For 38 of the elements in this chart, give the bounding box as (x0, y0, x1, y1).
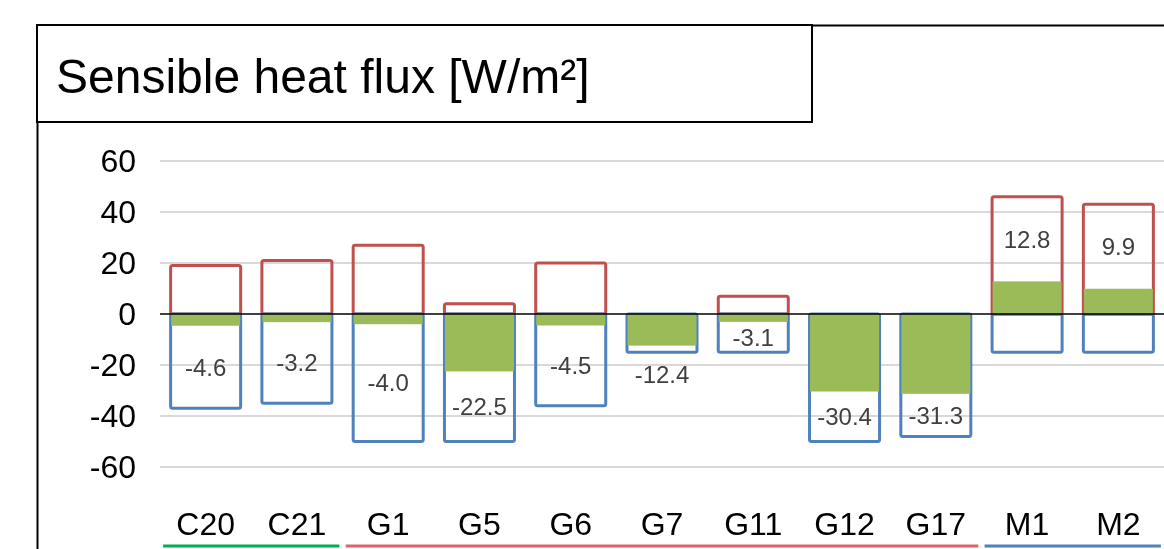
y-tick-label: -60 (89, 449, 136, 485)
x-tick-label: C21 (267, 506, 327, 542)
y-tick-label: 40 (100, 194, 136, 230)
data-label: -3.1 (732, 323, 774, 351)
data-label: 12.8 (1003, 225, 1051, 253)
data-label: -4.6 (184, 353, 227, 381)
data-label: -22.5 (452, 392, 507, 420)
bar (901, 314, 971, 394)
bar (444, 314, 514, 372)
x-tick-label: C20 (176, 506, 235, 542)
x-tick-label: G11 (724, 506, 783, 542)
data-label: -12.4 (634, 360, 690, 388)
data-label: -4.5 (550, 352, 592, 380)
bar (1081, 312, 1155, 354)
bar (810, 314, 880, 392)
x-tick-label: G5 (458, 506, 501, 542)
y-tick-label: -40 (89, 398, 136, 434)
data-label: 9.9 (1101, 233, 1136, 261)
y-tick-label: 60 (100, 143, 136, 179)
data-label: -4.0 (367, 369, 409, 397)
x-tick-label: G12 (814, 506, 875, 542)
data-label: -31.3 (908, 401, 964, 429)
x-tick-label: G7 (640, 506, 684, 542)
chart-title: Sensible heat flux [W/m²] (56, 49, 590, 103)
y-tick-label: 0 (118, 296, 136, 332)
y-tick-label: 20 (100, 245, 136, 281)
bar (990, 312, 1064, 354)
x-tick-label: G6 (549, 506, 593, 542)
bar (1083, 288, 1153, 314)
data-label: -3.2 (276, 349, 318, 377)
x-tick-label: G1 (366, 506, 410, 542)
x-tick-label: M2 (1096, 506, 1141, 542)
y-tick-label: -20 (89, 347, 136, 383)
bar (171, 314, 241, 326)
data-label: -30.4 (817, 403, 872, 431)
bar (992, 281, 1062, 314)
x-tick-label: M1 (1004, 506, 1050, 542)
x-tick-label: G17 (905, 506, 967, 542)
